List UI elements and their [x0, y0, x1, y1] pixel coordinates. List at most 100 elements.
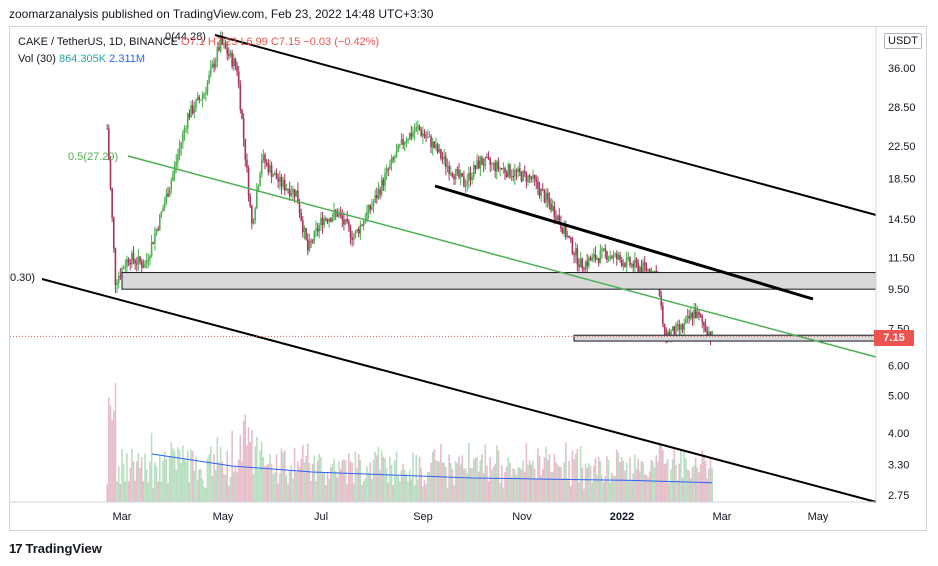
candle-body [252, 220, 255, 224]
volume-bar [195, 456, 197, 502]
volume-bar [548, 454, 551, 502]
price-chart[interactable]: 0(44.28) 0.5(27.29) 0.30) 36.00 28.50 22.50 1… [10, 27, 926, 530]
footer-brand[interactable]: 17 TradingView [9, 541, 102, 556]
volume-bar [147, 482, 150, 502]
volume-bar [422, 486, 424, 502]
candle-body [533, 174, 536, 180]
volume-bar [491, 469, 493, 502]
candle-body [565, 224, 567, 238]
volume-bar [625, 462, 628, 502]
candle-body [481, 157, 483, 165]
volume-bar [693, 465, 695, 502]
candle-body [399, 144, 401, 146]
volume-bar [509, 462, 511, 502]
candle-body [254, 208, 256, 221]
candle-body [154, 233, 156, 244]
volume-bar [134, 480, 136, 502]
volume-bar [308, 463, 311, 502]
candle-body [251, 205, 253, 224]
volume-bar [420, 468, 422, 502]
volume-bar [660, 444, 662, 502]
candle-body [528, 175, 531, 177]
candle-body [699, 314, 702, 317]
volume-bar [310, 481, 312, 502]
candle-body [159, 214, 161, 230]
volume-bar [305, 455, 307, 502]
candle-body [612, 254, 615, 259]
candle-body [675, 324, 677, 335]
candle-body [262, 154, 265, 160]
candle-body [367, 205, 370, 213]
volume-bar [461, 455, 464, 502]
volume-bar [456, 463, 459, 502]
candle-body [292, 188, 294, 194]
chart-frame[interactable]: 0(44.28) 0.5(27.29) 0.30) 36.00 28.50 22.50 1… [9, 26, 927, 531]
candle-body [435, 144, 437, 148]
candle-body [147, 259, 150, 261]
volume-bar [530, 464, 533, 502]
volume-bar [412, 452, 414, 502]
candle-body [150, 242, 153, 256]
candle-body [459, 173, 462, 178]
candle-body [446, 166, 449, 168]
candle-body [428, 136, 431, 138]
candle-body [117, 275, 120, 283]
volume-bar [108, 397, 110, 502]
volume-bar [193, 470, 196, 502]
volume-bar [382, 456, 385, 502]
volume-bar [339, 468, 342, 502]
volume-bar [532, 460, 534, 502]
volume-bar [446, 487, 449, 502]
volume-bar [203, 487, 205, 502]
volume-bar [313, 455, 316, 502]
candle-body [167, 193, 169, 197]
volume-bar [315, 481, 317, 502]
volume-bar [458, 456, 460, 502]
time-tick-label: Mar [713, 511, 732, 523]
volume-bar [546, 460, 549, 502]
candle-body [218, 47, 220, 51]
candle-body [643, 262, 646, 267]
candle-body [329, 218, 332, 222]
volume-bar [211, 476, 214, 502]
time-tick-label: 2022 [610, 511, 634, 523]
candle-body [492, 162, 495, 164]
candle-body [472, 165, 475, 178]
candle-body [686, 315, 689, 319]
volume-bar [232, 471, 235, 502]
volume-bar [523, 471, 526, 502]
volume-bar [142, 481, 145, 502]
candle-body [119, 275, 122, 277]
candle-body [555, 216, 557, 220]
currency-unit-button[interactable]: USDT [884, 33, 922, 49]
volume-bar [384, 457, 386, 502]
candle-body [425, 136, 427, 138]
candle-body [195, 99, 197, 110]
volume-bar [448, 454, 450, 502]
candle-body [260, 159, 263, 174]
candle-body [255, 190, 258, 209]
volume-bar [325, 485, 327, 502]
candle-body [489, 158, 492, 165]
candle-body [320, 218, 322, 226]
volume-bar [643, 474, 646, 502]
volume-bar [371, 479, 373, 502]
volume-bar [408, 469, 411, 502]
volume-bar [331, 463, 334, 502]
volume-bar [338, 461, 340, 502]
volume-bar [223, 473, 225, 502]
volume-bar [201, 479, 204, 502]
candle-body [170, 180, 173, 190]
candle-body [375, 195, 378, 199]
candle-body [188, 113, 191, 118]
volume-bar [267, 463, 270, 502]
candle-body [201, 95, 204, 100]
candle-body [191, 105, 194, 114]
candle-body [596, 258, 598, 260]
volume-bar [149, 461, 151, 502]
candle-body [545, 193, 547, 203]
candle-body [390, 158, 393, 164]
volume-bar [282, 452, 284, 502]
candle-body [484, 157, 487, 166]
volume-bar [591, 482, 593, 502]
